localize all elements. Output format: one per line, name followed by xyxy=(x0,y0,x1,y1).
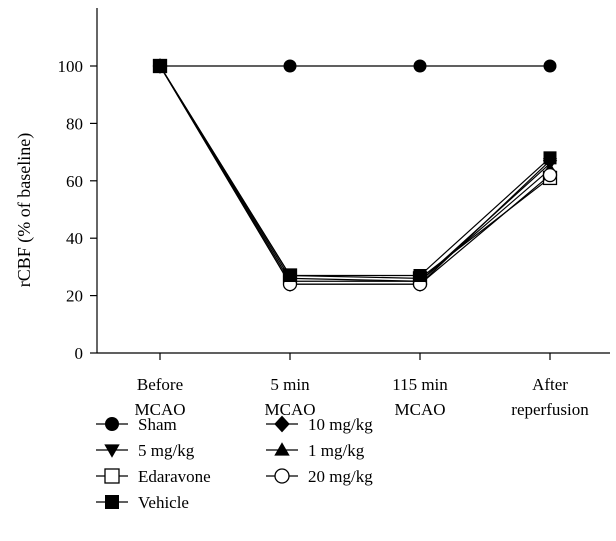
legend-marker xyxy=(104,444,120,458)
data-point xyxy=(413,269,427,283)
x-tick-label: 5 min xyxy=(270,375,310,394)
series-line xyxy=(159,65,551,285)
legend-marker xyxy=(274,442,290,456)
y-axis-label: rCBF (% of baseline) xyxy=(14,133,35,287)
y-tick-label: 80 xyxy=(66,114,83,133)
axes: 0 20 40 60 80 100 Before MCAO 5 min MCAO 115 min MC… xyxy=(58,8,610,419)
legend-marker xyxy=(105,495,119,509)
data-point xyxy=(413,59,427,73)
data-point xyxy=(153,59,167,73)
series xyxy=(153,59,557,73)
legend-item: 10 mg/kg xyxy=(266,415,373,434)
data-point xyxy=(542,167,558,183)
series-line xyxy=(159,65,551,282)
legend-item: Edaravone xyxy=(96,467,211,486)
legend-marker xyxy=(104,468,120,484)
x-tick-label: 115 min xyxy=(392,375,448,394)
y-tick-label: 40 xyxy=(66,229,83,248)
series xyxy=(153,59,557,283)
x-tick-label: Before xyxy=(137,375,183,394)
x-tick-label: reperfusion xyxy=(511,400,589,419)
legend-marker xyxy=(274,415,290,433)
data-point xyxy=(543,151,557,165)
legend-item: Vehicle xyxy=(96,493,189,512)
y-tick-label: 0 xyxy=(75,344,84,363)
series-line xyxy=(159,65,551,279)
series-line xyxy=(159,65,551,282)
series xyxy=(152,60,558,289)
legend-label: 10 mg/kg xyxy=(308,415,373,434)
legend: Sham 10 mg/kg 5 mg/kg 1 mg/kg Edaravone 20 mg… xyxy=(96,415,373,512)
x-tick-label: After xyxy=(532,375,568,394)
series xyxy=(152,58,558,292)
series xyxy=(152,58,558,287)
data-point xyxy=(283,59,297,73)
y-tick-label: 100 xyxy=(58,57,84,76)
legend-label: 20 mg/kg xyxy=(308,467,373,486)
legend-marker xyxy=(105,417,119,431)
legend-label: 5 mg/kg xyxy=(138,441,195,460)
series-line xyxy=(159,65,551,285)
legend-item: Sham xyxy=(96,415,177,434)
legend-label: Edaravone xyxy=(138,467,211,486)
legend-label: Sham xyxy=(138,415,177,434)
legend-label: 1 mg/kg xyxy=(308,441,365,460)
x-tick-label: MCAO xyxy=(394,400,445,419)
data-point xyxy=(283,269,297,283)
legend-item: 1 mg/kg xyxy=(266,441,365,460)
series-line xyxy=(159,65,551,277)
series xyxy=(152,58,558,286)
legend-label: Vehicle xyxy=(138,493,189,512)
series xyxy=(152,58,558,292)
x-tick-label: MCAO xyxy=(264,400,315,419)
legend-item: 20 mg/kg xyxy=(266,467,373,486)
y-tick-label: 20 xyxy=(66,287,83,306)
legend-marker xyxy=(274,468,290,484)
data-point xyxy=(543,59,557,73)
legend-item: 5 mg/kg xyxy=(96,441,195,460)
x-tick-label: MCAO xyxy=(134,400,185,419)
y-tick-label: 60 xyxy=(66,172,83,191)
series-layer xyxy=(152,58,558,292)
